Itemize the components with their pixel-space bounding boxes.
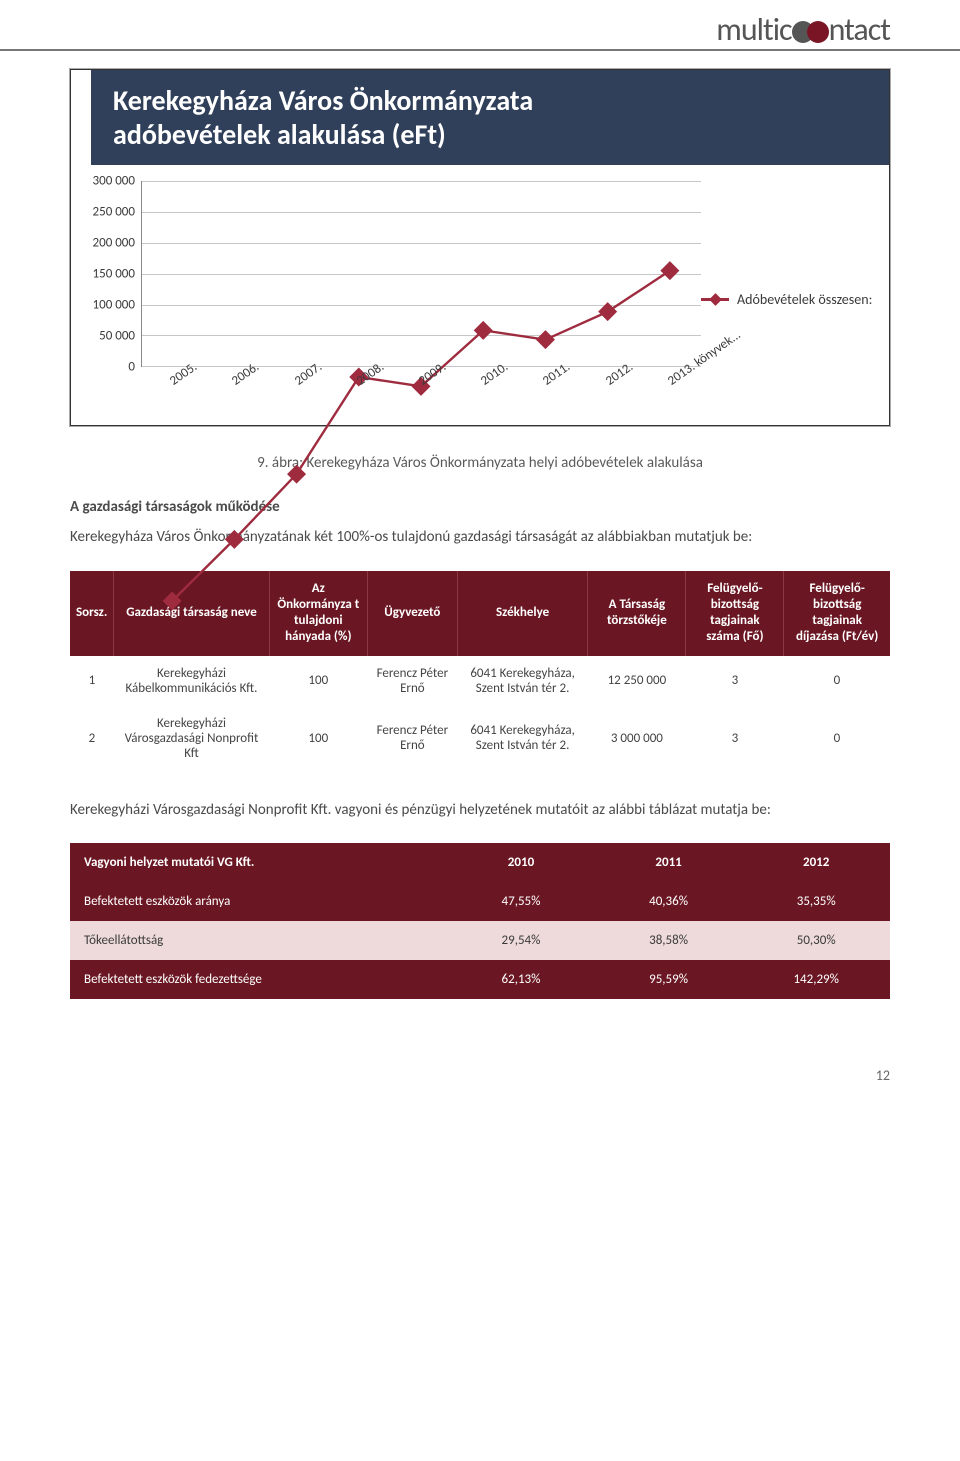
logo-dot-2	[807, 21, 829, 43]
table-cell: 47,55%	[447, 882, 595, 921]
legend-swatch	[701, 298, 729, 301]
y-tick-label: 150 000	[93, 267, 135, 282]
data-marker	[598, 302, 617, 321]
y-tick-label: 100 000	[93, 298, 135, 313]
column-header: Sorsz.	[70, 571, 114, 656]
legend-label: Adóbevételek összesen:	[737, 291, 872, 308]
data-marker	[660, 261, 679, 280]
chart-line-svg	[141, 181, 701, 741]
chart-legend: Adóbevételek összesen:	[701, 181, 881, 417]
page-number: 12	[0, 1067, 960, 1104]
table-row: Tőkeellátottság29,54%38,58%50,30%	[70, 921, 890, 960]
table-cell: Tőkeellátottság	[70, 921, 447, 960]
paragraph-2: Kerekegyházi Városgazdasági Nonprofit Kf…	[70, 799, 890, 822]
chart-panel: Kerekegyháza Város Önkormányzata adóbevé…	[70, 69, 890, 426]
table-cell: 40,36%	[595, 882, 743, 921]
column-header: 2011	[595, 843, 743, 882]
table-cell: 1	[70, 656, 114, 706]
table-cell: 29,54%	[447, 921, 595, 960]
logo-text-pre: multic	[716, 10, 791, 49]
table-cell: 50,30%	[742, 921, 890, 960]
chart-plot: 050 000100 000150 000200 000250 000300 0…	[79, 181, 701, 417]
column-header: Felügyelő-bizottság tagjainak díjazása (…	[784, 571, 890, 656]
table-cell: 0	[784, 706, 890, 771]
table-cell: 142,29%	[742, 960, 890, 999]
chart-title-line2: adóbevételek alakulása (eFt)	[113, 118, 867, 152]
table-cell: 95,59%	[595, 960, 743, 999]
table-header-row: Vagyoni helyzet mutatói VG Kft.201020112…	[70, 843, 890, 882]
logo-text-post: ntact	[829, 10, 890, 49]
data-marker	[536, 330, 555, 349]
x-axis: 2005.2006.2007.2008.2009.2010.2011.2012.…	[141, 369, 701, 417]
table-cell: Befektetett eszközök fedezettsége	[70, 960, 447, 999]
y-tick-label: 0	[128, 360, 135, 375]
page-header: multic ntact	[0, 0, 960, 51]
table-cell: Befektetett eszközök aránya	[70, 882, 447, 921]
y-tick-label: 50 000	[99, 329, 135, 344]
y-tick-label: 250 000	[93, 205, 135, 220]
chart-title-line1: Kerekegyháza Város Önkormányzata	[113, 84, 867, 118]
page-content: Kerekegyháza Város Önkormányzata adóbevé…	[0, 69, 960, 1067]
indicators-table: Vagyoni helyzet mutatói VG Kft.201020112…	[70, 843, 890, 999]
chart-body: 0 50 000 100 000 150 000 200 000 250 000 300 0…	[71, 165, 889, 425]
brand-logo: multic ntact	[716, 10, 890, 49]
table-cell: 38,58%	[595, 921, 743, 960]
table-row: Befektetett eszközök fedezettsége62,13%9…	[70, 960, 890, 999]
table-cell: 0	[784, 656, 890, 706]
chart-series-line	[172, 271, 670, 601]
y-axis: 050 000100 000150 000200 000250 000300 0…	[79, 181, 139, 367]
column-header: 2010	[447, 843, 595, 882]
table-cell: 35,35%	[742, 882, 890, 921]
table-row: Befektetett eszközök aránya47,55%40,36%3…	[70, 882, 890, 921]
column-header: 2012	[742, 843, 890, 882]
y-tick-label: 300 000	[93, 174, 135, 189]
table-cell: 2	[70, 706, 114, 771]
column-header: Vagyoni helyzet mutatói VG Kft.	[70, 843, 447, 882]
y-tick-label: 200 000	[93, 236, 135, 251]
table-cell: 62,13%	[447, 960, 595, 999]
chart-title: Kerekegyháza Város Önkormányzata adóbevé…	[71, 70, 889, 165]
